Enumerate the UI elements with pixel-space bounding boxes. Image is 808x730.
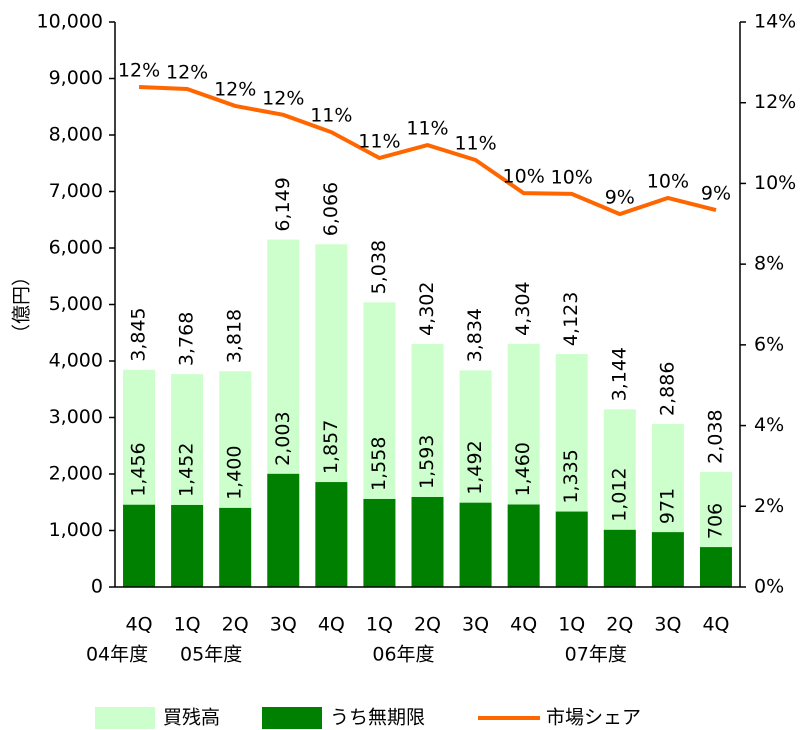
data-label: 3,845	[128, 307, 150, 361]
y2-tick-label: 4%	[754, 414, 784, 436]
x-group-label: 06年度	[372, 644, 434, 666]
data-label: 2,003	[272, 411, 294, 465]
data-label: 1,593	[416, 435, 438, 489]
x-group-label: 05年度	[180, 644, 242, 666]
data-label: 11%	[310, 105, 352, 127]
y-tick-label: 2,000	[49, 463, 103, 485]
bar	[459, 502, 492, 587]
data-label: 12%	[166, 61, 208, 83]
data-label: 9%	[605, 187, 635, 209]
x-tick-label: 4Q	[510, 614, 537, 636]
data-label: 1,558	[368, 437, 390, 491]
data-label: 11%	[406, 118, 448, 140]
y2-tick-label: 14%	[754, 11, 796, 33]
bar	[315, 482, 348, 587]
y-tick-label: 10,000	[37, 11, 103, 33]
data-label: 3,768	[176, 312, 198, 366]
x-tick-label: 3Q	[270, 614, 297, 636]
data-label: 706	[704, 503, 726, 539]
data-label: 2,886	[656, 362, 678, 416]
bar	[507, 504, 540, 587]
x-tick-label: 1Q	[558, 614, 585, 636]
data-label: 971	[656, 488, 678, 524]
data-label: 4,304	[512, 281, 534, 335]
data-label: 2,038	[704, 409, 726, 463]
y-tick-label: 5,000	[49, 293, 103, 315]
y2-tick-label: 6%	[754, 333, 784, 355]
legend-swatch	[95, 707, 155, 729]
data-label: 12%	[118, 59, 160, 81]
y-tick-label: 8,000	[49, 124, 103, 146]
bar	[219, 507, 252, 587]
y-tick-label: 6,000	[49, 237, 103, 259]
data-label: 1,335	[560, 449, 582, 503]
y-tick-label: 1,000	[49, 519, 103, 541]
x-tick-label: 3Q	[654, 614, 681, 636]
y-tick-label: 3,000	[49, 406, 103, 428]
x-tick-label: 4Q	[318, 614, 345, 636]
data-label: 1,492	[464, 440, 486, 494]
x-tick-label: 3Q	[462, 614, 489, 636]
data-label: 3,834	[464, 308, 486, 362]
legend-label: 買残高	[163, 707, 220, 729]
data-label: 11%	[358, 131, 400, 153]
x-tick-label: 2Q	[606, 614, 633, 636]
y2-tick-label: 12%	[754, 91, 796, 113]
y-tick-label: 9,000	[49, 67, 103, 89]
data-label: 1,012	[608, 467, 630, 521]
legend-label: 市場シェア	[546, 707, 641, 729]
x-tick-label: 4Q	[126, 614, 153, 636]
y-tick-label: 7,000	[49, 180, 103, 202]
y2-tick-label: 8%	[754, 253, 784, 275]
y2-tick-label: 0%	[754, 576, 784, 598]
data-label: 3,818	[224, 309, 246, 363]
bar	[699, 547, 732, 587]
legend-swatch	[262, 707, 322, 729]
data-label: 9%	[701, 183, 731, 205]
data-label: 1,460	[512, 442, 534, 496]
data-label: 10%	[647, 170, 689, 192]
line	[138, 84, 717, 217]
y-axis-label: （億円）	[11, 267, 33, 343]
data-label: 12%	[262, 87, 304, 109]
x-tick-label: 2Q	[222, 614, 249, 636]
bar	[267, 473, 300, 587]
bar	[363, 498, 396, 587]
data-label: 4,302	[416, 282, 438, 336]
x-tick-label: 4Q	[702, 614, 729, 636]
y-tick-label: 4,000	[49, 350, 103, 372]
bar	[411, 496, 444, 587]
data-label: 11%	[454, 133, 496, 155]
data-label: 6,066	[320, 182, 342, 236]
data-label: 1,400	[224, 445, 246, 499]
bar	[171, 504, 204, 587]
bar	[651, 532, 684, 587]
data-label: 1,456	[128, 442, 150, 496]
bar	[603, 529, 636, 587]
y2-tick-label: 10%	[754, 172, 796, 194]
x-group-label: 04年度	[86, 644, 148, 666]
data-label: 3,144	[608, 347, 630, 401]
data-label: 12%	[214, 78, 256, 100]
bar	[123, 504, 156, 587]
data-label: 6,149	[272, 177, 294, 231]
x-group-label: 07年度	[565, 644, 627, 666]
data-label: 10%	[551, 166, 593, 188]
x-tick-label: 1Q	[366, 614, 393, 636]
data-label: 1,452	[176, 443, 198, 497]
x-tick-label: 2Q	[414, 614, 441, 636]
legend-label: うち無期限	[330, 707, 425, 729]
bar	[555, 511, 588, 587]
x-tick-label: 1Q	[174, 614, 201, 636]
y-tick-label: 0	[91, 576, 103, 598]
data-label: 5,038	[368, 240, 390, 294]
data-label: 4,123	[560, 292, 582, 346]
data-label: 10%	[503, 166, 545, 188]
data-label: 1,857	[320, 420, 342, 474]
y2-tick-label: 2%	[754, 495, 784, 517]
